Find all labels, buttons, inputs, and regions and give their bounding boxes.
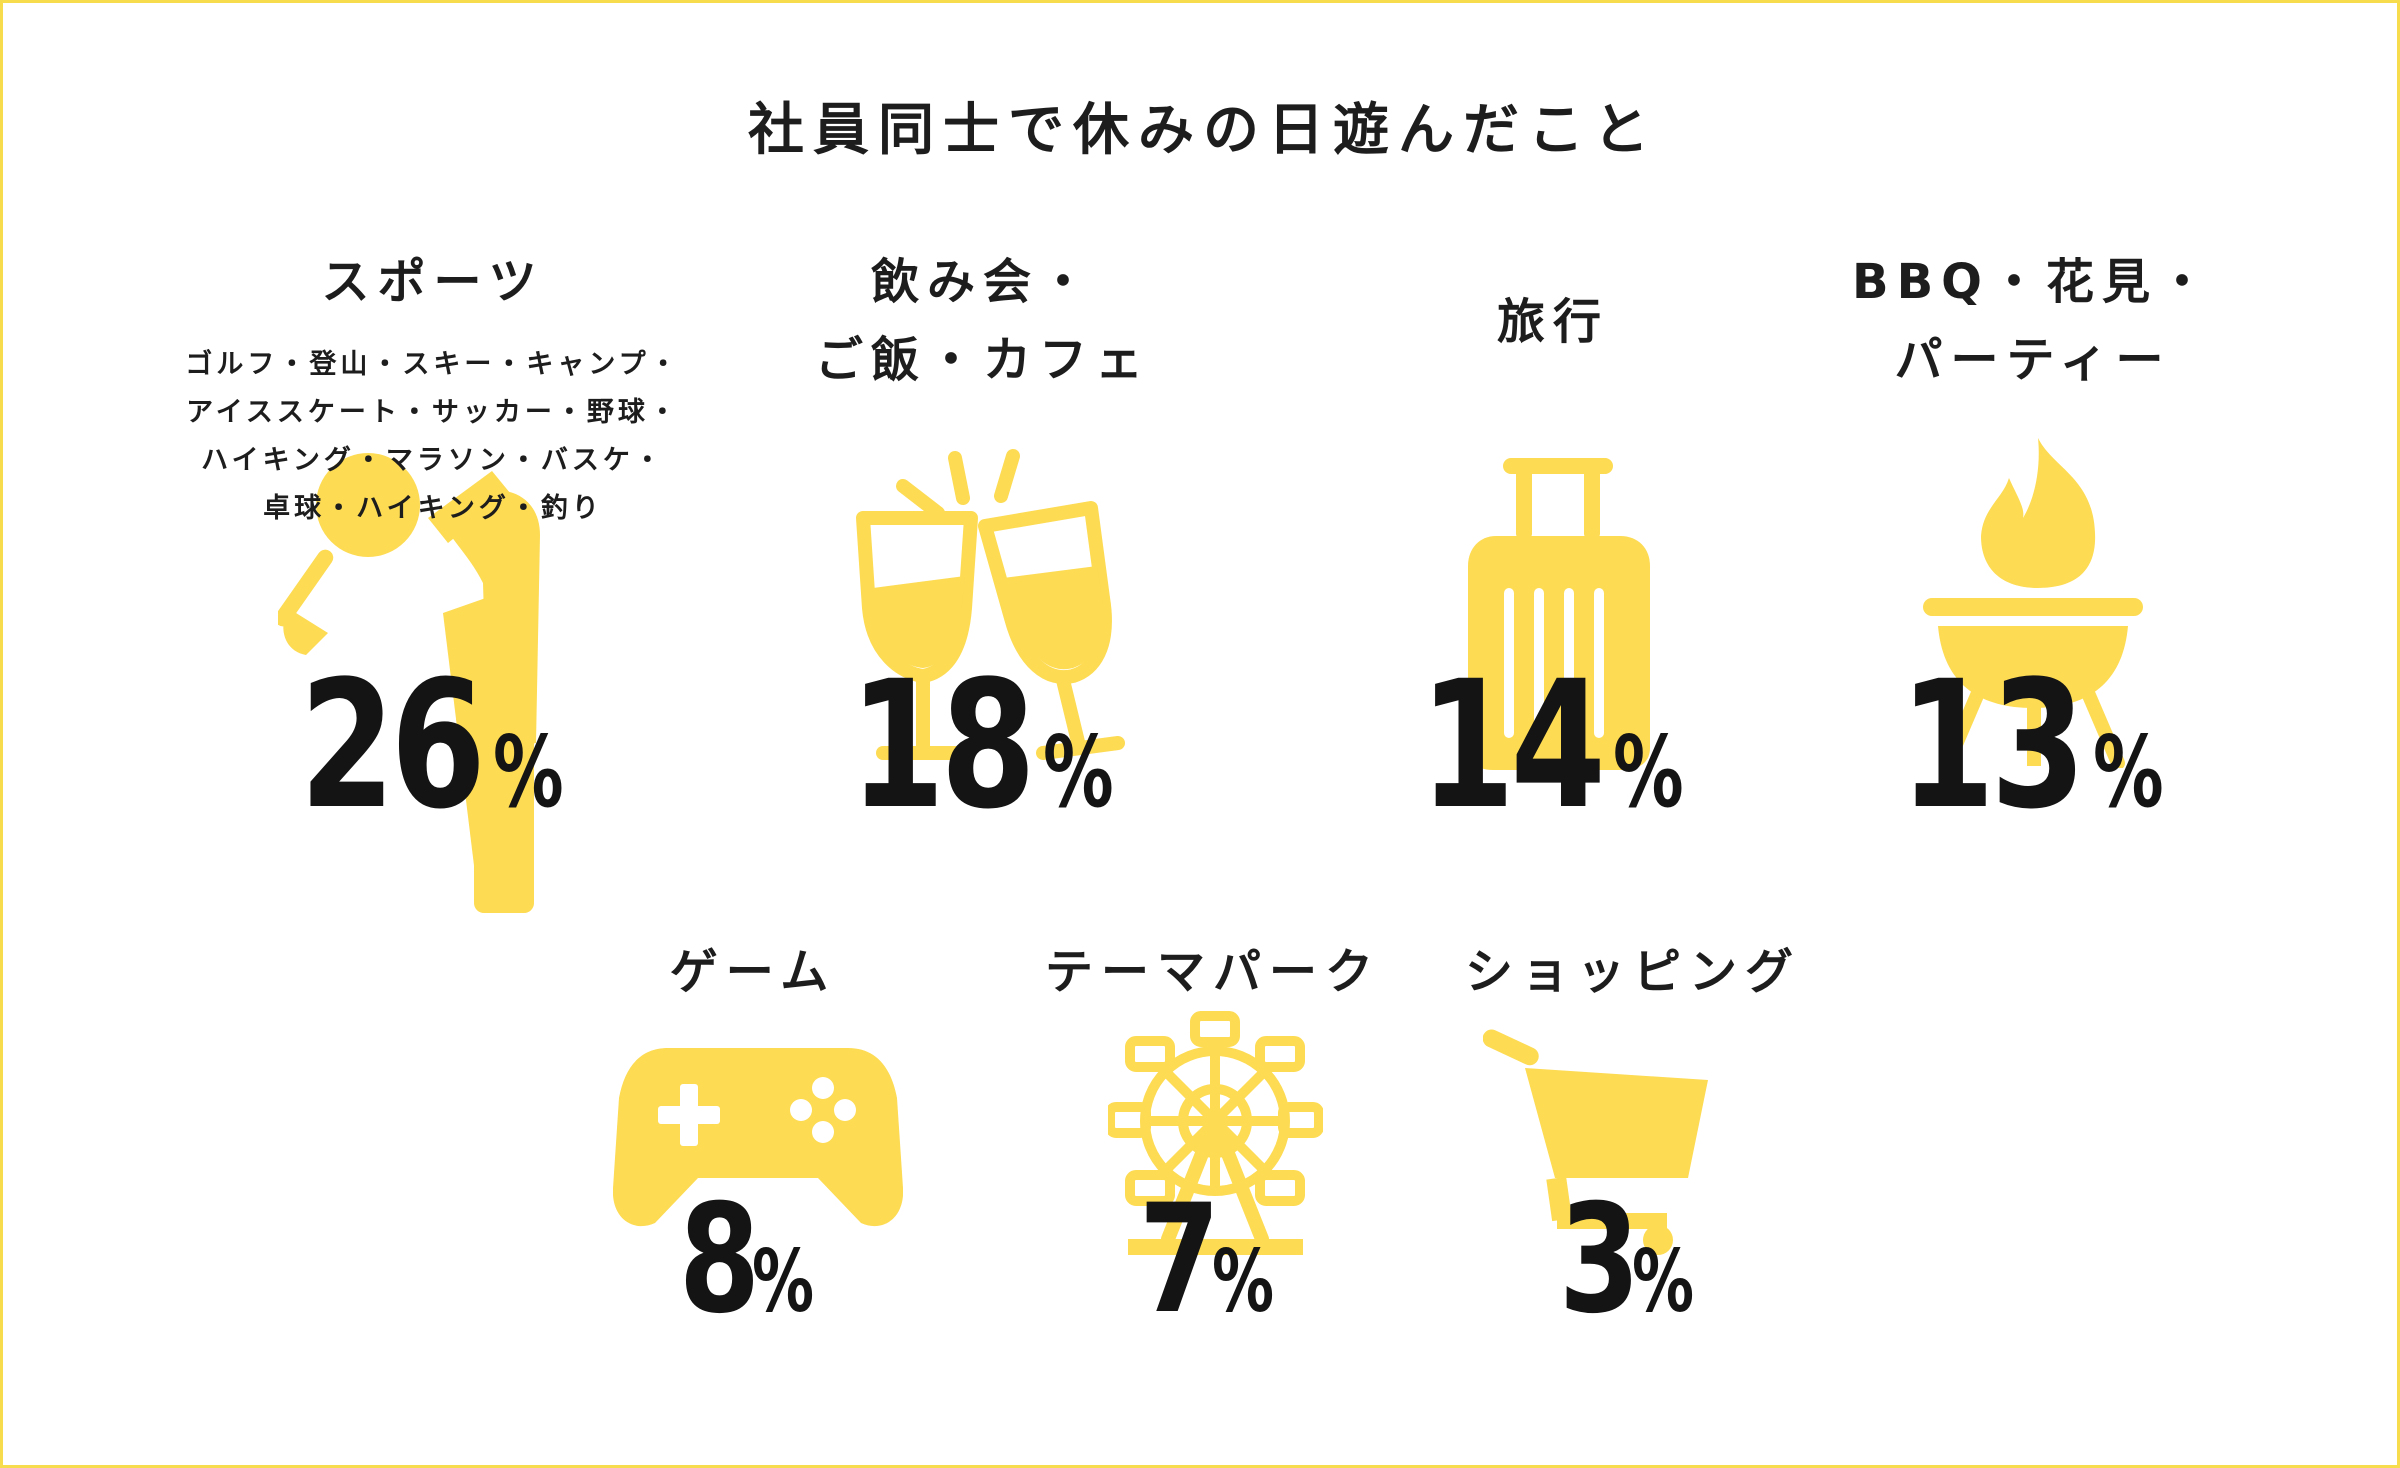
stat-detail-line-3: ハイキング・マラソン・バスケ・ [201, 445, 665, 476]
stat-value-unit: % [493, 716, 565, 830]
stat-value-number: 26 [300, 643, 486, 848]
stat-value-unit: % [2093, 716, 2165, 830]
golfer-icon [278, 453, 540, 913]
stat-value-unit: % [752, 1232, 815, 1332]
game-controller-icon [613, 1048, 903, 1227]
shopping-cart-icon [1483, 1029, 1708, 1255]
wine-toast-icon [856, 449, 1125, 760]
chart-title: 社員同士で休みの日遊んだこと [748, 98, 1658, 163]
stat-value-number: 14 [1420, 643, 1606, 848]
stat-value-shopping: 3% [1333, 1173, 1933, 1347]
stat-label-game: ゲーム [669, 944, 837, 1000]
stat-value-travel: 14% [1253, 643, 1853, 848]
stat-detail-line-2: アイススケート・サッカー・野球・ [186, 397, 680, 428]
stat-value-unit: % [1043, 716, 1115, 830]
stat-label-drinks-line-2: ご飯・カフェ [814, 332, 1151, 388]
stat-game: ゲーム 8% [453, 933, 1053, 1403]
stat-value-unit: % [1212, 1232, 1275, 1332]
stat-value-sports: 26% [133, 643, 733, 848]
stat-value-drinks: 18% [683, 643, 1283, 848]
stat-value-number: 3 [1558, 1173, 1640, 1347]
stat-label-theme-park: テーマパーク [1044, 944, 1381, 1000]
stat-detail-line-4: 卓球・ハイキング・釣り [263, 493, 603, 524]
stat-label-bbq-line-2: パーティー [1894, 332, 2172, 388]
ferris-wheel-icon [1108, 1011, 1323, 1255]
stat-value-bbq: 13% [1733, 643, 2333, 848]
stat-value-game: 8% [453, 1173, 1053, 1347]
stat-value-number: 18 [850, 643, 1036, 848]
stat-value-number: 8 [678, 1173, 760, 1347]
suitcase-icon [1468, 458, 1650, 770]
stat-sports: スポーツ ゴルフ・登山・スキー・キャンプ・ アイススケート・サッカー・野球・ ハ… [133, 243, 733, 963]
stat-value-unit: % [1632, 1232, 1695, 1332]
stat-value-theme-park: 7% [913, 1173, 1513, 1347]
stat-label-bbq-line-1: BBQ・花見・ [1852, 254, 2214, 310]
stat-label-shopping: ショッピング [1464, 944, 1801, 1000]
bbq-grill-icon [1923, 438, 2143, 768]
stat-label-travel: 旅行 [1496, 294, 1609, 350]
stat-detail-line-1: ゴルフ・登山・スキー・キャンプ・ [185, 349, 681, 380]
stat-shopping: ショッピング 3% [1333, 933, 1933, 1403]
stat-travel: 旅行 14% [1253, 243, 1853, 963]
stat-value-number: 13 [1900, 643, 2086, 848]
stat-label-sports: スポーツ [321, 254, 545, 310]
stat-bbq: BBQ・花見・ パーティー 13% [1733, 243, 2333, 963]
stat-theme-park: テーマパーク 7% [913, 933, 1513, 1403]
stat-value-number: 7 [1138, 1173, 1220, 1347]
stat-drinks: 飲み会・ ご飯・カフェ 18% [683, 243, 1283, 963]
stat-value-unit: % [1613, 716, 1685, 830]
stat-label-drinks-line-1: 飲み会・ [870, 254, 1095, 310]
